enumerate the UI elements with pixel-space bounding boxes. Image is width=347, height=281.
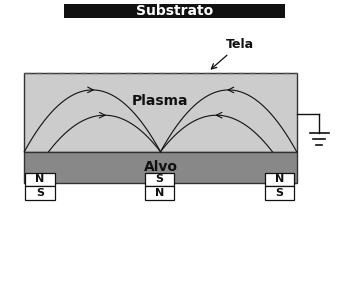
Text: N: N [155, 188, 164, 198]
Text: Substrato: Substrato [136, 4, 213, 18]
Text: S: S [155, 174, 164, 184]
Text: Plasma: Plasma [132, 94, 189, 108]
Text: S: S [275, 188, 283, 198]
Bar [145, 186, 174, 200]
Bar [24, 152, 297, 183]
Bar [265, 173, 294, 186]
Text: N: N [275, 174, 284, 184]
Bar [265, 186, 294, 200]
Bar [25, 173, 55, 186]
Bar [25, 186, 55, 200]
Text: N: N [35, 174, 44, 184]
Bar [145, 173, 174, 186]
Bar [24, 73, 297, 152]
Text: S: S [36, 188, 44, 198]
Text: Alvo: Alvo [144, 160, 177, 174]
Text: Tela: Tela [211, 38, 254, 69]
Bar [64, 4, 285, 18]
